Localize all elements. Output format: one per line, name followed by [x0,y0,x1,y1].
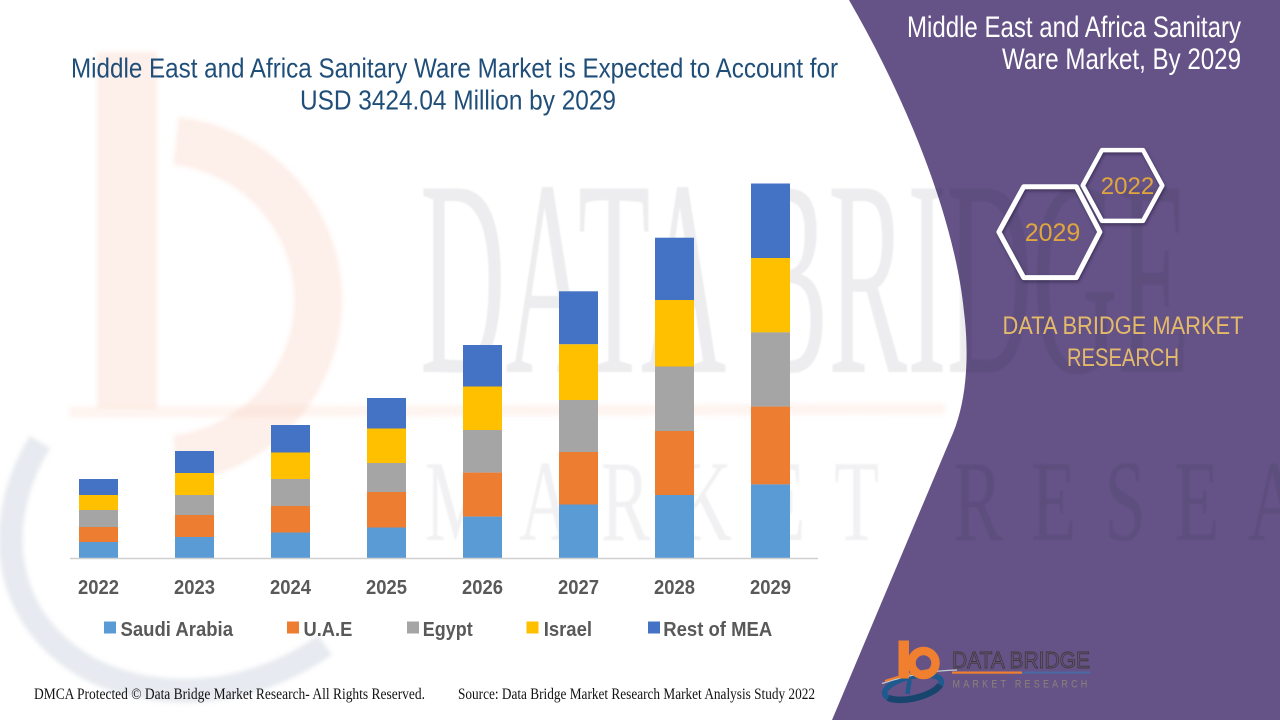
svg-text:RESEARCH: RESEARCH [1067,344,1179,372]
svg-text:2022: 2022 [78,576,119,599]
svg-text:2024: 2024 [270,576,312,599]
svg-text:Source: Data Bridge Market Res: Source: Data Bridge Market Research Mark… [458,686,815,703]
svg-text:Saudi Arabia: Saudi Arabia [121,618,234,641]
svg-text:DATA BRIDGE MARKET: DATA BRIDGE MARKET [1003,312,1244,340]
svg-text:2023: 2023 [174,576,215,599]
svg-text:MARKET RESEARCH: MARKET RESEARCH [953,679,1091,691]
svg-text:Middle East and Africa Sanitar: Middle East and Africa Sanitary Ware Mar… [71,53,838,84]
svg-text:DMCA Protected © Data Bridge M: DMCA Protected © Data Bridge Market Rese… [34,686,425,703]
svg-text:Rest of MEA: Rest of MEA [663,618,772,641]
svg-text:DATA BRIDGE: DATA BRIDGE [952,647,1090,673]
svg-text:Israel: Israel [544,618,592,641]
svg-text:2028: 2028 [654,576,695,599]
svg-text:Ware Market, By 2029: Ware Market, By 2029 [1002,43,1241,76]
svg-text:U.A.E: U.A.E [304,618,353,641]
svg-text:2029: 2029 [1025,219,1081,247]
svg-text:Egypt: Egypt [423,618,473,641]
svg-text:USD 3424.04 Million by 2029: USD 3424.04 Million by 2029 [300,85,616,116]
svg-text:Middle East and Africa Sanitar: Middle East and Africa Sanitary [907,11,1241,44]
svg-text:2027: 2027 [558,576,599,599]
svg-text:2022: 2022 [1101,173,1154,200]
svg-text:2025: 2025 [366,576,407,599]
svg-text:2029: 2029 [750,576,791,599]
svg-text:2026: 2026 [462,576,503,599]
